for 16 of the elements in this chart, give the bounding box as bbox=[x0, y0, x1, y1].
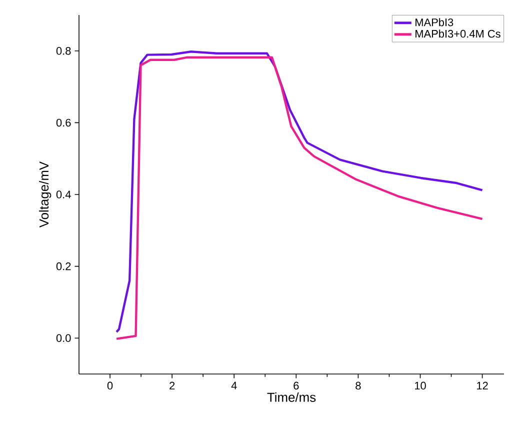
y-tick-label: 0.4 bbox=[56, 190, 71, 198]
y-tick-label: 0.2 bbox=[56, 262, 71, 270]
x-tick-label: 8 bbox=[356, 382, 361, 390]
x-tick-label: 6 bbox=[294, 382, 299, 390]
x-tick-label: 10 bbox=[414, 382, 426, 390]
x-axis-title: Time/ms bbox=[267, 392, 316, 402]
x-tick-label: 12 bbox=[477, 382, 488, 390]
legend-label: MAPbI3+0.4M Cs bbox=[416, 30, 500, 38]
y-axis-title: Voltage/mV bbox=[39, 161, 52, 228]
y-tick-label: 0.0 bbox=[56, 334, 71, 342]
x-tick-label: 4 bbox=[231, 382, 237, 390]
x-tick-label: 2 bbox=[170, 382, 175, 390]
y-tick-label: 0.6 bbox=[56, 118, 71, 127]
legend-label: MAPbI3 bbox=[416, 18, 454, 26]
x-tick-label: 0 bbox=[107, 382, 113, 390]
y-tick-label: 0.8 bbox=[56, 47, 71, 55]
